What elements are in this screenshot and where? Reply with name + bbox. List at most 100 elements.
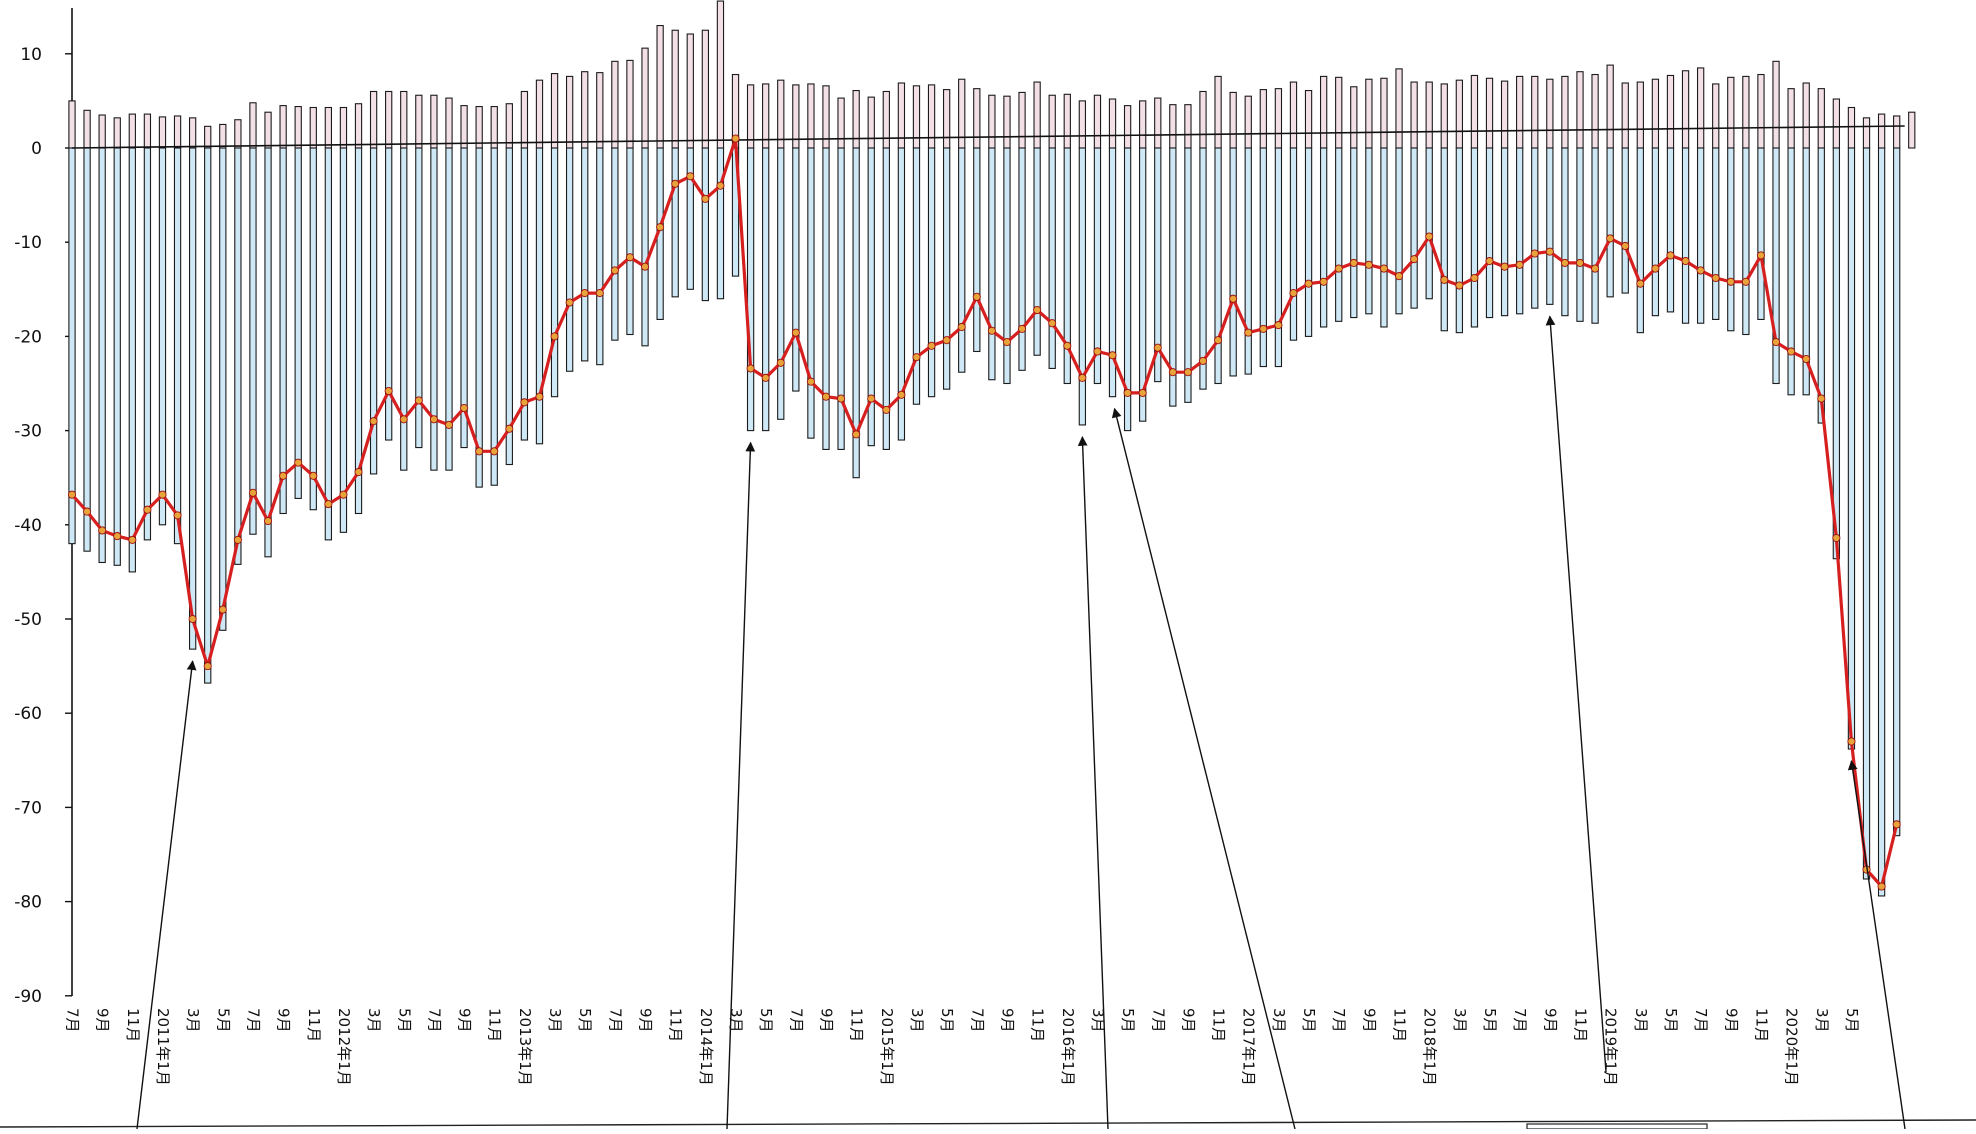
x-tick-label: 3月 xyxy=(727,1008,745,1033)
y-tick-label: -80 xyxy=(14,893,42,913)
line-marker xyxy=(821,392,831,401)
line-marker xyxy=(656,223,665,232)
line-marker xyxy=(1545,247,1554,256)
x-tick-label: 9月 xyxy=(1541,1008,1559,1033)
positive-bar xyxy=(1561,75,1569,149)
line-marker xyxy=(1726,277,1735,286)
line-marker xyxy=(505,424,514,433)
negative-bar xyxy=(852,147,860,479)
positive-bar xyxy=(354,103,363,149)
line-marker xyxy=(1002,338,1012,347)
line-marker xyxy=(1847,737,1856,746)
x-tick-label: 9月 xyxy=(275,1008,293,1033)
positive-bar xyxy=(1757,73,1765,149)
line-marker xyxy=(429,415,438,424)
positive-bar xyxy=(309,106,317,149)
x-tick-label: 2012年1月 xyxy=(335,1008,353,1086)
negative-bar xyxy=(1214,147,1222,385)
negative-bar xyxy=(581,147,589,362)
negative-bar xyxy=(219,147,227,631)
negative-bar xyxy=(626,147,634,336)
x-tick-label: 11月 xyxy=(848,1008,866,1042)
negative-bar xyxy=(1350,147,1358,319)
positive-bar xyxy=(626,59,634,149)
annotation-arrow xyxy=(136,660,197,1130)
line-marker xyxy=(1771,338,1781,347)
x-tick-label: 3月 xyxy=(1632,1008,1650,1033)
line-marker xyxy=(98,526,107,535)
negative-bar xyxy=(113,147,121,566)
x-tick-label: 9月 xyxy=(818,1008,836,1033)
line-marker xyxy=(972,292,981,301)
negative-bar xyxy=(1651,147,1660,317)
line-marker xyxy=(610,266,619,275)
line-marker xyxy=(67,490,77,499)
x-tick-label: 7月 xyxy=(244,1008,262,1033)
negative-bar xyxy=(68,147,76,545)
positive-bar xyxy=(1350,86,1358,149)
line-marker xyxy=(444,420,454,429)
negative-bar xyxy=(324,147,333,541)
x-tick-label: 11月 xyxy=(1572,1008,1590,1042)
positive-bar xyxy=(188,117,197,149)
negative-bar xyxy=(942,147,951,390)
positive-bar xyxy=(249,102,257,149)
x-tick-label: 7月 xyxy=(968,1008,986,1033)
negative-bar xyxy=(777,147,785,420)
positive-bar xyxy=(1078,100,1087,149)
negative-bar xyxy=(1561,147,1569,317)
negative-bar xyxy=(686,147,694,290)
line-marker xyxy=(640,262,650,271)
positive-bar xyxy=(279,105,287,149)
line-marker xyxy=(746,364,755,373)
line-marker xyxy=(686,172,695,181)
x-tick-label: 5月 xyxy=(938,1008,956,1033)
line-marker xyxy=(1892,820,1901,829)
line-marker xyxy=(987,326,996,335)
negative-bar xyxy=(400,147,408,471)
positive-bar xyxy=(1184,104,1192,149)
line-marker xyxy=(1696,266,1705,275)
x-tick-label: 11月 xyxy=(486,1008,504,1042)
x-tick-label: 9月 xyxy=(637,1008,655,1033)
x-tick-label: 11月 xyxy=(1029,1008,1047,1042)
line-marker xyxy=(761,373,770,382)
negative-bar xyxy=(1093,147,1102,385)
positive-bar xyxy=(565,75,574,149)
positive-bar xyxy=(113,117,121,149)
positive-bar xyxy=(128,113,136,149)
line-marker xyxy=(852,430,861,439)
line-marker xyxy=(1259,324,1268,333)
line-marker xyxy=(1153,343,1162,352)
x-tick-label: 2020年1月 xyxy=(1783,1008,1801,1086)
x-tick-label: 9月 xyxy=(1179,1008,1197,1033)
negative-bar xyxy=(1033,147,1041,356)
line-marker xyxy=(1711,273,1720,283)
positive-bar xyxy=(777,79,785,149)
line-marker xyxy=(1349,258,1358,267)
zero-line xyxy=(71,125,1905,149)
positive-bar xyxy=(1440,83,1448,149)
negative-bar xyxy=(249,147,257,535)
negative-bar xyxy=(535,147,544,445)
line-marker xyxy=(1817,394,1826,403)
line-marker xyxy=(1108,351,1117,360)
line-marker xyxy=(309,471,318,480)
positive-bar xyxy=(550,73,559,149)
line-marker xyxy=(1877,882,1886,891)
negative-bar xyxy=(1666,147,1675,313)
positive-bar xyxy=(1606,64,1614,149)
line-marker xyxy=(490,447,499,456)
x-tick-label: 3月 xyxy=(546,1008,564,1033)
negative-bar xyxy=(912,147,921,405)
zero-line-group xyxy=(71,125,1905,149)
negative-bar xyxy=(1289,147,1298,341)
y-tick-label: -10 xyxy=(14,233,42,253)
negative-bar xyxy=(1048,147,1056,369)
x-tick-label: 3月 xyxy=(1089,1008,1107,1033)
positive-bar xyxy=(1531,75,1539,149)
negative-bar xyxy=(867,147,875,447)
negative-bar xyxy=(385,147,393,441)
line-marker xyxy=(1394,272,1404,281)
